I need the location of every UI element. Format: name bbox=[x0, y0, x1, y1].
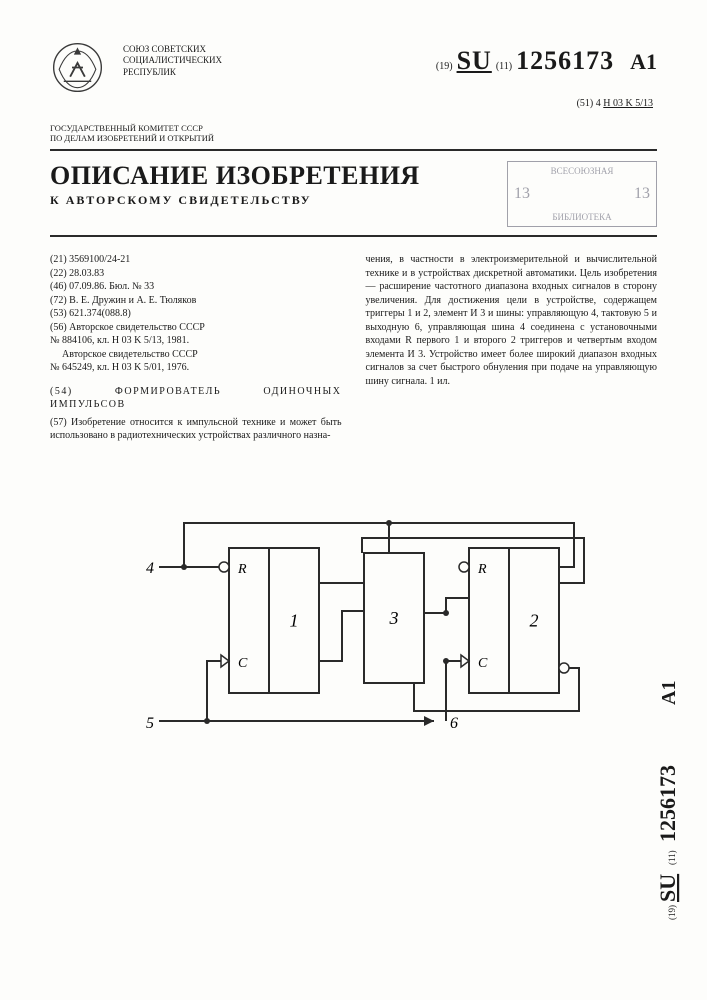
title-block: ОПИСАНИЕ ИЗОБРЕТЕНИЯ К АВТОРСКОМУ СВИДЕТ… bbox=[50, 161, 487, 208]
committee-line: ГОСУДАРСТВЕННЫЙ КОМИТЕТ СССР bbox=[50, 123, 270, 133]
svg-text:R: R bbox=[477, 562, 487, 577]
right-column: чения, в частности в электроизмерительно… bbox=[366, 253, 658, 443]
patent-page: СОЮЗ СОВЕТСКИХ СОЦИАЛИСТИЧЕСКИХ РЕСПУБЛИ… bbox=[0, 0, 707, 1000]
field-46: (46) 07.09.86. Бюл. № 33 bbox=[50, 280, 342, 294]
stamp-right: 13 bbox=[634, 185, 650, 203]
library-stamp: ВСЕСОЮЗНАЯ 13 13 БИБЛИОТЕКА bbox=[507, 161, 657, 227]
svg-text:C: C bbox=[478, 656, 488, 671]
stamp-mid: 13 13 bbox=[514, 185, 650, 203]
svg-text:4: 4 bbox=[146, 560, 154, 577]
circuit-svg: 1 3 2 R C R C 4 5 6 bbox=[114, 483, 594, 753]
field-54: (54) ФОРМИРОВАТЕЛЬ ОДИНОЧНЫХ ИМПУЛЬСОВ bbox=[50, 385, 342, 412]
svg-text:1: 1 bbox=[289, 610, 298, 630]
doc-suffix: (11) bbox=[496, 61, 512, 72]
stamp-bottom: БИБЛИОТЕКА bbox=[514, 212, 650, 222]
title-row: ОПИСАНИЕ ИЗОБРЕТЕНИЯ К АВТОРСКОМУ СВИДЕТ… bbox=[50, 161, 657, 227]
doc-su: SU bbox=[457, 46, 492, 75]
svg-text:(19): (19) bbox=[667, 905, 677, 920]
abstract-text: чения, в частности в электроизмерительно… bbox=[366, 253, 658, 388]
divider bbox=[50, 149, 657, 151]
circuit-diagram: 1 3 2 R C R C 4 5 6 bbox=[50, 483, 657, 753]
document-number: (19) SU (11) 1256173 A1 (51) 4 H 03 K 5/… bbox=[436, 40, 657, 109]
field-57: (57) Изобретение относится к импульсной … bbox=[50, 416, 342, 443]
subtitle: К АВТОРСКОМУ СВИДЕТЕЛЬСТВУ bbox=[50, 193, 487, 208]
svg-text:1256173: 1256173 bbox=[655, 765, 680, 842]
ipc-classifier: (51) 4 H 03 K 5/13 bbox=[436, 98, 653, 109]
committee-line: ПО ДЕЛАМ ИЗОБРЕТЕНИЙ И ОТКРЫТИЙ bbox=[50, 133, 270, 143]
svg-text:2: 2 bbox=[529, 610, 538, 630]
svg-text:(11): (11) bbox=[667, 850, 677, 865]
svg-text:SU: SU bbox=[655, 874, 680, 902]
field-56: (56) Авторское свидетельство СССР bbox=[50, 321, 342, 335]
stamp-left: 13 bbox=[514, 185, 530, 203]
left-column: (21) 3569100/24-21 (22) 28.03.83 (46) 07… bbox=[50, 253, 342, 443]
ipc-code: H 03 K 5/13 bbox=[603, 98, 653, 109]
header-row: СОЮЗ СОВЕТСКИХ СОЦИАЛИСТИЧЕСКИХ РЕСПУБЛИ… bbox=[50, 40, 657, 109]
ussr-emblem-icon bbox=[50, 40, 105, 95]
svg-text:3: 3 bbox=[388, 608, 398, 628]
doc-kind: A1 bbox=[630, 49, 657, 74]
doc-num: 1256173 bbox=[516, 46, 614, 75]
field-72: (72) В. Е. Дружин и А. Е. Тюляков bbox=[50, 294, 342, 308]
field-56: Авторское свидетельство СССР bbox=[50, 348, 342, 362]
field-22: (22) 28.03.83 bbox=[50, 267, 342, 281]
field-56: № 884106, кл. H 03 K 5/13, 1981. bbox=[50, 334, 342, 348]
union-line: РЕСПУБЛИК bbox=[123, 67, 222, 78]
stamp-top: ВСЕСОЮЗНАЯ bbox=[514, 166, 650, 176]
svg-text:R: R bbox=[237, 562, 247, 577]
union-line: СОЮЗ СОВЕТСКИХ bbox=[123, 44, 222, 55]
field-21: (21) 3569100/24-21 bbox=[50, 253, 342, 267]
svg-text:6: 6 bbox=[450, 715, 458, 732]
doc-prefix: (19) bbox=[436, 61, 453, 72]
field-56: № 645249, кл. H 03 K 5/01, 1976. bbox=[50, 361, 342, 375]
svg-text:C: C bbox=[238, 656, 248, 671]
union-line: СОЦИАЛИСТИЧЕСКИХ bbox=[123, 55, 222, 66]
divider bbox=[50, 235, 657, 237]
side-doc-number: (19) SU (11) 1256173 A1 bbox=[647, 600, 687, 933]
svg-text:5: 5 bbox=[146, 715, 154, 732]
svg-text:A1: A1 bbox=[658, 681, 680, 705]
ipc-prefix: (51) 4 bbox=[577, 98, 601, 109]
main-title: ОПИСАНИЕ ИЗОБРЕТЕНИЯ bbox=[50, 161, 487, 191]
union-label: СОЮЗ СОВЕТСКИХ СОЦИАЛИСТИЧЕСКИХ РЕСПУБЛИ… bbox=[123, 40, 222, 78]
abstract-columns: (21) 3569100/24-21 (22) 28.03.83 (46) 07… bbox=[50, 253, 657, 443]
field-53: (53) 621.374(088.8) bbox=[50, 307, 342, 321]
committee-label: ГОСУДАРСТВЕННЫЙ КОМИТЕТ СССР ПО ДЕЛАМ ИЗ… bbox=[50, 123, 270, 143]
